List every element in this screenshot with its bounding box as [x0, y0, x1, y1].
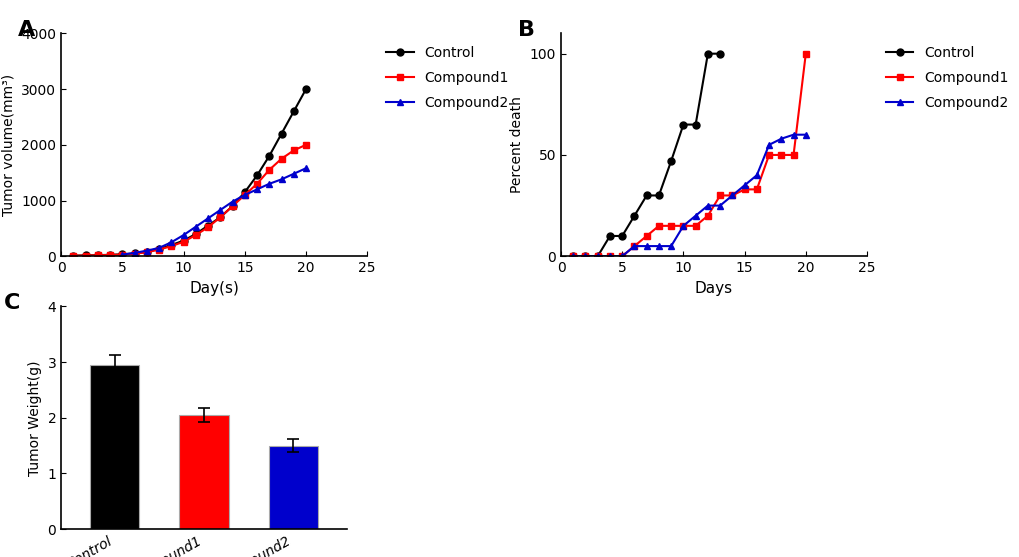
Y-axis label: Percent death: Percent death [510, 96, 524, 193]
Text: A: A [18, 20, 36, 40]
Text: B: B [518, 20, 535, 40]
Y-axis label: Tumor Weight(g): Tumor Weight(g) [28, 360, 42, 476]
X-axis label: Days: Days [694, 281, 733, 296]
X-axis label: Day(s): Day(s) [190, 281, 238, 296]
Bar [179, 415, 228, 529]
Bar [90, 365, 140, 529]
Legend: Control, Compound1, Compound2: Control, Compound1, Compound2 [879, 40, 1014, 116]
Bar [268, 446, 318, 529]
Legend: Control, Compound1, Compound2: Control, Compound1, Compound2 [380, 40, 515, 116]
Y-axis label: Tumor volume(mm³): Tumor volume(mm³) [2, 74, 15, 216]
Text: C: C [4, 293, 20, 313]
